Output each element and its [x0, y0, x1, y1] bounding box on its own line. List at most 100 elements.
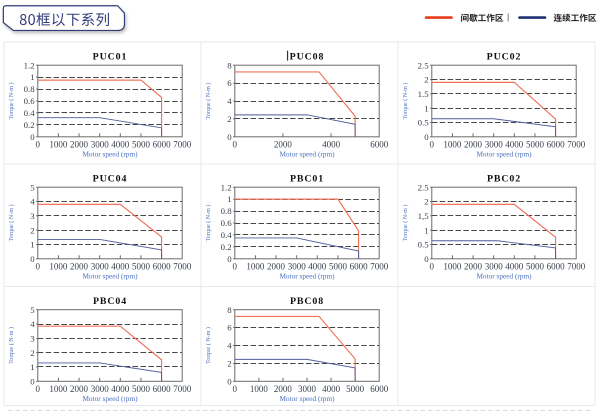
- svg-text:8: 8: [227, 305, 232, 315]
- svg-text:1.2: 1.2: [221, 182, 232, 192]
- svg-text:1: 1: [424, 225, 428, 235]
- svg-text:2: 2: [424, 197, 428, 207]
- svg-text:2: 2: [227, 114, 231, 124]
- svg-text:0: 0: [36, 139, 41, 149]
- svg-text:1000: 1000: [443, 261, 462, 271]
- svg-text:4: 4: [30, 319, 35, 329]
- svg-text:3: 3: [30, 211, 35, 221]
- svg-text:4000: 4000: [111, 139, 130, 149]
- svg-text:7000: 7000: [567, 139, 586, 149]
- svg-text:3000: 3000: [298, 384, 317, 394]
- svg-text:PUC08: PUC08: [290, 52, 325, 63]
- svg-text:0.8: 0.8: [24, 84, 36, 94]
- svg-text:1000: 1000: [246, 261, 265, 271]
- svg-text:1000: 1000: [250, 384, 269, 394]
- svg-text:3000: 3000: [288, 261, 307, 271]
- svg-text:Torque ( N-m ): Torque ( N-m ): [205, 205, 212, 242]
- svg-text:5: 5: [30, 182, 35, 192]
- svg-text:2: 2: [227, 359, 231, 369]
- svg-text:6: 6: [227, 78, 232, 88]
- svg-text:Motor speed (rpm): Motor speed (rpm): [279, 150, 335, 159]
- svg-text:2000: 2000: [464, 139, 483, 149]
- svg-text:7000: 7000: [370, 261, 389, 271]
- svg-text:0: 0: [233, 384, 238, 394]
- svg-text:0.6: 0.6: [221, 218, 233, 228]
- svg-text:1.5: 1.5: [418, 89, 430, 99]
- svg-text:4: 4: [227, 96, 232, 106]
- svg-text:6000: 6000: [370, 384, 389, 394]
- svg-text:PUC02: PUC02: [487, 52, 522, 63]
- svg-text:Motor speed (rpm): Motor speed (rpm): [82, 272, 138, 281]
- svg-text:1: 1: [424, 103, 428, 113]
- svg-text:7000: 7000: [173, 261, 192, 271]
- svg-text:4000: 4000: [111, 384, 130, 394]
- svg-text:0: 0: [233, 139, 238, 149]
- svg-text:0: 0: [424, 254, 429, 264]
- svg-text:Motor speed (rpm): Motor speed (rpm): [82, 150, 138, 159]
- svg-text:1,5: 1,5: [418, 211, 430, 221]
- svg-text:0: 0: [430, 139, 435, 149]
- svg-text:2: 2: [30, 225, 34, 235]
- svg-text:1000: 1000: [443, 139, 462, 149]
- svg-text:4: 4: [30, 197, 35, 207]
- svg-text:Torque ( N-m ): Torque ( N-m ): [8, 205, 15, 242]
- svg-text:6000: 6000: [153, 384, 172, 394]
- svg-text:5000: 5000: [526, 139, 545, 149]
- svg-text:0: 0: [227, 376, 232, 386]
- svg-text:Motor speed (rpm): Motor speed (rpm): [476, 150, 532, 159]
- svg-text:3000: 3000: [91, 139, 110, 149]
- svg-text:0: 0: [30, 254, 35, 264]
- svg-text:0.6: 0.6: [24, 96, 36, 106]
- svg-text:PBC02: PBC02: [487, 174, 521, 185]
- svg-text:0: 0: [36, 384, 41, 394]
- svg-text:5000: 5000: [132, 139, 151, 149]
- svg-text:1000: 1000: [49, 139, 68, 149]
- svg-text:1: 1: [30, 362, 34, 372]
- svg-text:6000: 6000: [547, 139, 566, 149]
- svg-text:4000: 4000: [322, 384, 341, 394]
- svg-text:0: 0: [227, 254, 232, 264]
- svg-text:1000: 1000: [49, 261, 68, 271]
- svg-text:1: 1: [30, 72, 34, 82]
- svg-text:0: 0: [30, 376, 35, 386]
- svg-text:3000: 3000: [485, 139, 504, 149]
- svg-text:0.8: 0.8: [221, 206, 233, 216]
- svg-text:0: 0: [30, 132, 35, 142]
- svg-text:0.4: 0.4: [221, 230, 233, 240]
- svg-text:0.2: 0.2: [221, 242, 232, 252]
- svg-text:Torque ( N-m ): Torque ( N-m ): [205, 327, 212, 364]
- svg-text:0.5: 0.5: [418, 240, 430, 250]
- svg-text:1: 1: [227, 194, 231, 204]
- svg-text:Motor speed (rpm): Motor speed (rpm): [476, 272, 532, 281]
- svg-text:6: 6: [227, 323, 232, 333]
- svg-text:2000: 2000: [274, 139, 293, 149]
- svg-text:2: 2: [424, 75, 428, 85]
- svg-text:0: 0: [36, 261, 41, 271]
- svg-text:1: 1: [30, 240, 34, 250]
- svg-text:2000: 2000: [464, 261, 483, 271]
- svg-text:5000: 5000: [132, 384, 151, 394]
- svg-text:PBC08: PBC08: [290, 296, 324, 307]
- svg-text:4000: 4000: [308, 261, 327, 271]
- svg-text:Torque ( N-m ): Torque ( N-m ): [205, 83, 212, 120]
- svg-text:2000: 2000: [70, 384, 89, 394]
- svg-text:0.2: 0.2: [24, 120, 35, 130]
- svg-text:Torque ( N-m ): Torque ( N-m ): [402, 205, 409, 242]
- svg-text:0: 0: [227, 132, 232, 142]
- svg-text:0.4: 0.4: [24, 108, 36, 118]
- svg-text:PBC04: PBC04: [93, 296, 127, 307]
- svg-text:7000: 7000: [173, 384, 192, 394]
- svg-text:2.5: 2.5: [418, 60, 430, 70]
- svg-text:5000: 5000: [132, 261, 151, 271]
- svg-text:1000: 1000: [49, 384, 68, 394]
- svg-text:5: 5: [30, 305, 35, 315]
- svg-text:2000: 2000: [70, 261, 89, 271]
- svg-text:5000: 5000: [346, 384, 365, 394]
- svg-text:4000: 4000: [505, 261, 524, 271]
- svg-text:Motor speed (rpm): Motor speed (rpm): [82, 394, 138, 403]
- svg-text:0: 0: [233, 261, 238, 271]
- svg-text:6000: 6000: [153, 261, 172, 271]
- svg-text:Torque ( N-m ): Torque ( N-m ): [8, 327, 15, 364]
- svg-text:3000: 3000: [91, 384, 110, 394]
- svg-text:0.5: 0.5: [418, 118, 430, 128]
